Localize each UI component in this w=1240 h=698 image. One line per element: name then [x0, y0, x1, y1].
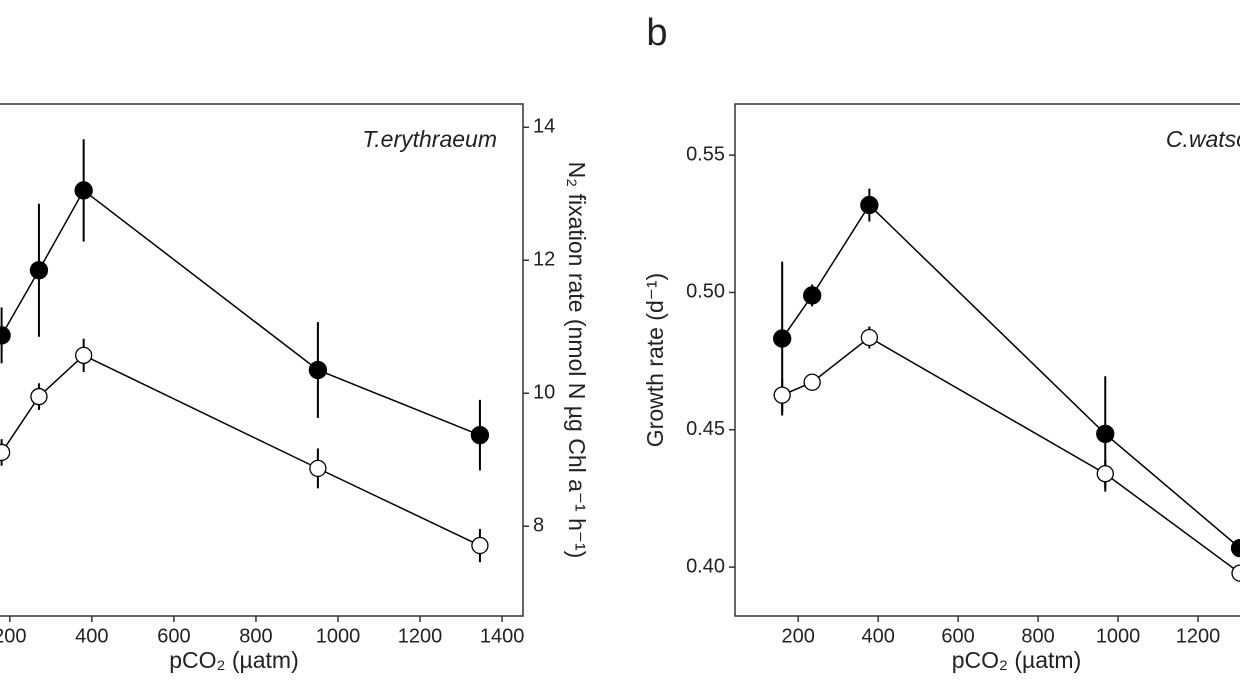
- data-point: [773, 329, 792, 348]
- x-tick-label: 1200: [1176, 625, 1221, 647]
- x-tick-label: 1200: [398, 625, 443, 647]
- data-point: [30, 387, 48, 406]
- x-tick-label: 1400: [480, 625, 525, 647]
- y2-axis-label: N₂ fixation rate (nmol N µg Chl a⁻¹ h⁻¹): [564, 162, 590, 559]
- data-point: [29, 261, 49, 280]
- x-tick-label: 400: [75, 625, 108, 647]
- data-point: [470, 425, 490, 445]
- y-tick-label: 8: [533, 515, 544, 537]
- data-point: [1096, 465, 1114, 483]
- series-line: [0, 189, 481, 436]
- data-point: [0, 326, 11, 345]
- data-point: [75, 346, 93, 364]
- y-tick-label: 14: [533, 116, 555, 138]
- data-point: [1230, 539, 1240, 558]
- data-point: [74, 181, 93, 200]
- data-point: [309, 459, 327, 478]
- series-line: [0, 354, 481, 547]
- series-line: [781, 203, 1240, 549]
- x-tick-label: 200: [0, 625, 27, 647]
- data-point: [773, 386, 791, 404]
- x-tick-label: 800: [1021, 625, 1054, 647]
- data-point: [471, 536, 489, 555]
- data-point: [1231, 564, 1240, 582]
- y-tick-label: 0.45: [686, 418, 725, 440]
- panel-title: C.watsonii: [1166, 126, 1240, 152]
- data-point: [308, 360, 328, 380]
- x-tick-label: 400: [861, 625, 894, 647]
- data-point: [803, 286, 822, 305]
- data-point: [860, 328, 879, 347]
- x-axis-label: pCO₂ (µatm): [952, 647, 1082, 673]
- data-point: [803, 373, 821, 391]
- y-tick-label: 0.50: [686, 281, 725, 303]
- plot-frame: [0, 103, 524, 617]
- panel-title: T.erythraeum: [362, 126, 497, 152]
- x-tick-label: 600: [941, 625, 974, 647]
- data-point: [0, 443, 11, 462]
- y-tick-label: 12: [533, 249, 555, 271]
- plot-frame: [734, 103, 1240, 617]
- x-axis-label: pCO₂ (µatm): [169, 647, 299, 673]
- y-tick-label: 0.40: [686, 555, 725, 577]
- panel-label: b: [646, 12, 667, 54]
- y-axis-label: Growth rate (d⁻¹): [642, 273, 668, 447]
- data-point: [860, 195, 879, 215]
- x-tick-label: 800: [239, 625, 272, 647]
- x-tick-label: 1000: [316, 625, 361, 647]
- series-line: [781, 336, 1240, 574]
- y-tick-label: 0.55: [686, 143, 725, 165]
- data-point: [1096, 424, 1115, 444]
- y-tick-label: 10: [533, 382, 555, 404]
- x-tick-label: 200: [781, 625, 814, 647]
- x-tick-label: 600: [157, 625, 190, 647]
- x-tick-label: 1000: [1096, 625, 1141, 647]
